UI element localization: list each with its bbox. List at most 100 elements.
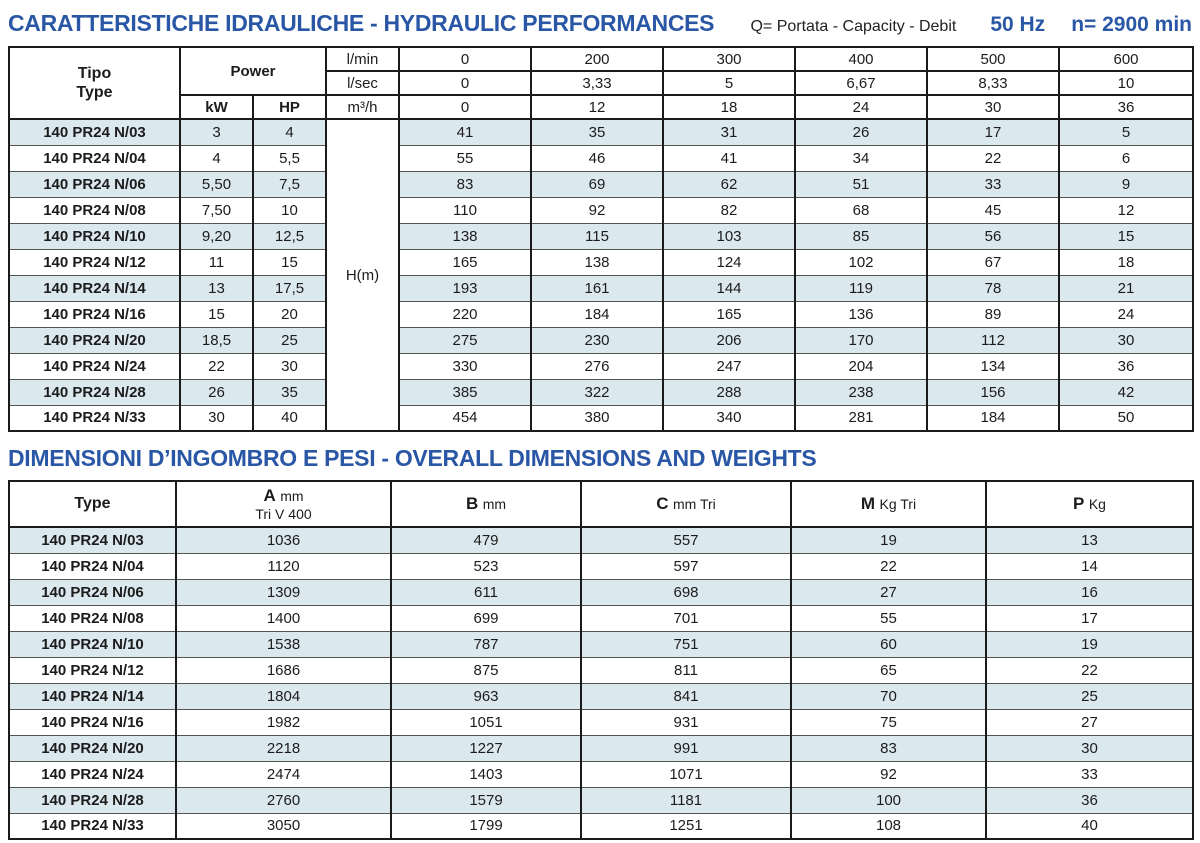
dimension-value: 36 xyxy=(985,786,1194,813)
head-value: 12 xyxy=(1058,196,1195,223)
head-value: 62 xyxy=(662,170,797,197)
head-value: 18 xyxy=(1058,248,1195,275)
dim-col-letter: P xyxy=(1073,494,1085,513)
head-value: 68 xyxy=(794,196,929,223)
flow-value: 5 xyxy=(662,70,797,96)
head-value: 103 xyxy=(662,222,797,249)
head-value: 124 xyxy=(662,248,797,275)
dimensions-row: 140 PR24 N/12 1686 875 811 65 22 xyxy=(8,656,1194,683)
dimension-value: 2218 xyxy=(175,734,392,761)
dim-col-header-c: C mm Tri xyxy=(580,480,792,528)
dimension-value: 931 xyxy=(580,708,792,735)
dimension-value: 597 xyxy=(580,552,792,579)
dimensions-row: 140 PR24 N/28 2760 1579 1181 100 36 xyxy=(8,786,1194,813)
head-value: 281 xyxy=(794,404,929,431)
dimension-value: 16 xyxy=(985,578,1194,605)
kw-value: 13 xyxy=(179,274,254,301)
head-value: 322 xyxy=(530,378,665,405)
dimension-value: 30 xyxy=(985,734,1194,761)
dimension-value: 787 xyxy=(390,630,582,657)
hydraulic-row: 140 PR24 N/16 15 20 220 184 165 136 89 24 xyxy=(8,300,1195,327)
dim-col-unit: mm Tri xyxy=(672,496,716,512)
hydraulic-row: 140 PR24 N/10 9,20 12,5 138 115 103 85 56 15 xyxy=(8,222,1195,249)
dimension-value: 963 xyxy=(390,682,582,709)
hp-value: 17,5 xyxy=(251,274,328,301)
dimension-value: 701 xyxy=(580,604,792,631)
dimension-value: 92 xyxy=(790,760,987,787)
hydraulic-row: 140 PR24 N/03 3 4 H(m) 41 35 31 26 17 5 xyxy=(8,118,1195,431)
hydraulic-row: 140 PR24 N/04 4 5,5 55 46 41 34 22 6 xyxy=(8,144,1195,171)
dimensions-row: 140 PR24 N/04 1120 523 597 22 14 xyxy=(8,552,1194,579)
kw-value: 4 xyxy=(179,144,254,171)
head-value: 22 xyxy=(926,144,1061,171)
dimension-value: 1804 xyxy=(175,682,392,709)
head-value: 330 xyxy=(398,352,533,379)
head-value: 144 xyxy=(662,274,797,301)
col-header-tipo-label: Tipo xyxy=(77,65,112,82)
hp-value: 15 xyxy=(251,248,328,275)
dim-col-letter: C xyxy=(656,494,669,513)
hydraulic-row: 140 PR24 N/20 18,5 25 275 230 206 170 112 30 xyxy=(8,326,1195,353)
pump-model: 140 PR24 N/33 xyxy=(8,404,181,431)
pump-model: 140 PR24 N/24 xyxy=(8,760,177,787)
dimensions-row: 140 PR24 N/24 2474 1403 1071 92 33 xyxy=(8,760,1194,787)
dimension-value: 27 xyxy=(790,578,987,605)
hydraulic-table-body: 140 PR24 N/03 3 4 H(m) 41 35 31 26 17 5 140 PR24 N… xyxy=(8,118,1195,431)
dimension-value: 3050 xyxy=(175,812,392,839)
head-value: 9 xyxy=(1058,170,1195,197)
hydraulic-row: 140 PR24 N/14 13 17,5 193 161 144 119 78 21 xyxy=(8,274,1195,301)
hp-value: 4 xyxy=(251,118,328,145)
dim-col-letter: M xyxy=(860,494,876,513)
dimension-value: 875 xyxy=(390,656,582,683)
head-value: 35 xyxy=(530,118,665,145)
hydraulic-title: CARATTERISTICHE IDRAULICHE - HYDRAULIC P… xyxy=(8,10,715,36)
head-value: 82 xyxy=(662,196,797,223)
head-value: 6 xyxy=(1058,144,1195,171)
dimension-value: 523 xyxy=(390,552,582,579)
head-value: 42 xyxy=(1058,378,1195,405)
dim-col-unit: Kg Tri xyxy=(879,496,917,512)
pump-model: 140 PR24 N/10 xyxy=(8,222,181,249)
dimension-value: 479 xyxy=(390,526,582,553)
dim-col-header-a: A mm Tri V 400 xyxy=(175,480,392,528)
kw-value: 3 xyxy=(179,118,254,145)
dim-col-unit: mm xyxy=(482,496,507,512)
head-value: 83 xyxy=(398,170,533,197)
frequency-label: 50 Hz xyxy=(990,13,1046,36)
dimension-value: 991 xyxy=(580,734,792,761)
dim-col-unit: Kg xyxy=(1088,496,1106,512)
hp-value: 20 xyxy=(251,300,328,327)
dimensions-title: DIMENSIONI D’INGOMBRO E PESI - OVERALL D… xyxy=(8,445,817,471)
pump-model: 140 PR24 N/03 xyxy=(8,526,177,553)
kw-value: 7,50 xyxy=(179,196,254,223)
head-value: 136 xyxy=(794,300,929,327)
dim-col-header-b: B mm xyxy=(390,480,582,528)
dimensions-table-body: 140 PR24 N/03 1036 479 557 19 13 140 PR24 N/04… xyxy=(8,526,1194,839)
dimension-value: 1686 xyxy=(175,656,392,683)
dim-col-header-m: M Kg Tri xyxy=(790,480,987,528)
head-value: 34 xyxy=(794,144,929,171)
pump-model: 140 PR24 N/14 xyxy=(8,274,181,301)
dimension-value: 698 xyxy=(580,578,792,605)
kw-value: 30 xyxy=(179,404,254,431)
dimensions-row: 140 PR24 N/14 1804 963 841 70 25 xyxy=(8,682,1194,709)
flow-value: 0 xyxy=(398,94,533,120)
pump-model: 140 PR24 N/12 xyxy=(8,656,177,683)
dimensions-row: 140 PR24 N/33 3050 1799 1251 108 40 xyxy=(8,812,1194,839)
flow-value: 36 xyxy=(1058,94,1195,120)
head-value: 247 xyxy=(662,352,797,379)
flow-row-lmin: Tipo Type Power l/min 0 200 300 400 500 600 xyxy=(8,46,1195,120)
head-value: 78 xyxy=(926,274,1061,301)
dim-col-letter: Type xyxy=(74,495,111,512)
dimension-value: 19 xyxy=(985,630,1194,657)
dimension-value: 1982 xyxy=(175,708,392,735)
head-value: 102 xyxy=(794,248,929,275)
flow-legend: Q= Portata - Capacity - Debit xyxy=(750,18,957,35)
head-value: 165 xyxy=(662,300,797,327)
head-value: 156 xyxy=(926,378,1061,405)
dimension-value: 557 xyxy=(580,526,792,553)
head-value: 134 xyxy=(926,352,1061,379)
dimension-value: 1799 xyxy=(390,812,582,839)
head-value: 67 xyxy=(926,248,1061,275)
flow-unit-lsec: l/sec xyxy=(325,70,401,96)
